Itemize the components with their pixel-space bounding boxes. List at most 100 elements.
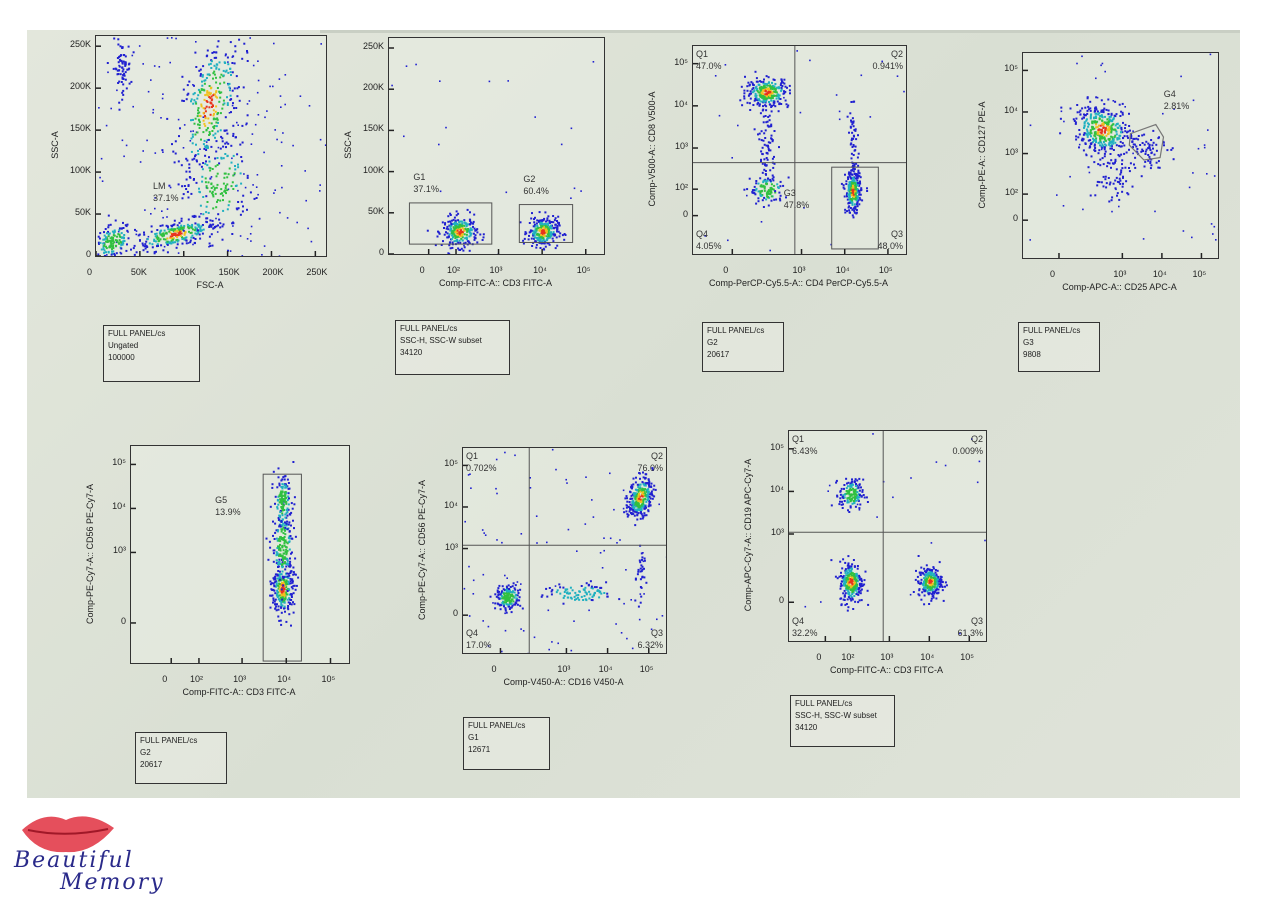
population-info-box[interactable]: FULL PANEL/cs G3 9808 <box>1018 322 1100 372</box>
event-dot <box>148 242 151 245</box>
scatter-plot-6[interactable]: Q1 0.702% Q2 76.0% Q3 6.32% Q4 17.0% <box>462 447 667 654</box>
event-dot <box>153 240 156 242</box>
population-info-box[interactable]: FULL PANEL/cs G1 12671 <box>463 717 550 770</box>
event-dot <box>1089 114 1092 117</box>
scatter-plot-5[interactable]: G5 13.9% <box>130 445 350 664</box>
event-dot <box>214 187 216 190</box>
event-dot <box>846 564 849 567</box>
event-dot <box>620 632 623 634</box>
event-dot <box>167 228 170 231</box>
event-dot <box>510 606 513 609</box>
event-dot <box>584 523 587 525</box>
event-dot <box>1212 233 1214 235</box>
event-dot <box>170 239 173 242</box>
event-dot <box>647 493 650 496</box>
scatter-plot-3[interactable]: Q1 47.0% Q2 0.941% Q3 48.0% Q4 4.05% G3 47.8% <box>692 45 907 255</box>
event-dot <box>482 620 484 622</box>
event-dot <box>277 587 280 590</box>
event-dot <box>1143 133 1146 136</box>
event-dot <box>283 540 286 543</box>
event-dot <box>162 93 164 95</box>
event-dot <box>293 496 296 499</box>
event-dot <box>193 216 196 218</box>
event-dot <box>452 236 454 239</box>
scatter-plot-2[interactable]: G1 37.1% G2 60.4% <box>388 37 605 255</box>
event-dot <box>170 242 173 245</box>
event-dot <box>233 62 236 65</box>
event-dot <box>643 514 646 517</box>
event-dot <box>470 487 472 489</box>
event-dot <box>860 187 863 190</box>
event-dot <box>638 483 641 486</box>
event-dot <box>849 573 852 575</box>
event-dot <box>291 581 294 584</box>
event-dot <box>854 128 857 131</box>
event-dot <box>194 155 196 158</box>
event-dot <box>202 65 205 68</box>
event-dot <box>287 508 290 511</box>
event-dot <box>278 494 281 497</box>
event-dot <box>859 180 861 183</box>
event-dot <box>470 221 472 224</box>
event-dot <box>222 157 225 160</box>
event-dot <box>188 166 191 169</box>
event-dot <box>124 71 127 74</box>
event-dot <box>845 587 848 590</box>
event-dot <box>203 98 206 101</box>
event-dot <box>1215 239 1217 241</box>
event-dot <box>1149 162 1152 164</box>
event-dot <box>848 565 851 568</box>
event-dot <box>1099 137 1102 140</box>
event-dot <box>283 605 286 608</box>
event-dot <box>282 499 285 501</box>
event-dot <box>273 42 275 45</box>
scatter-plot-7[interactable]: Q1 6.43% Q2 0.009% Q3 61.3% Q4 32.2% <box>788 430 987 642</box>
population-info-box[interactable]: FULL PANEL/cs G2 20617 <box>135 732 227 784</box>
event-dot <box>505 598 508 601</box>
event-dot <box>639 490 642 493</box>
event-dot <box>278 590 281 593</box>
event-dot <box>506 593 509 596</box>
event-dot <box>284 557 287 560</box>
event-dot <box>1100 131 1103 134</box>
event-dot <box>1106 125 1109 128</box>
event-dot <box>583 595 586 597</box>
event-dot <box>280 623 283 626</box>
event-dot <box>859 585 862 588</box>
event-dot <box>278 484 281 487</box>
scatter-plot-4[interactable]: G4 2.81% <box>1022 52 1219 259</box>
event-dot <box>186 84 189 87</box>
population-info-box[interactable]: FULL PANEL/cs Ungated 100000 <box>103 325 200 382</box>
population-info-box[interactable]: FULL PANEL/cs G2 20617 <box>702 322 784 372</box>
event-dot <box>168 184 171 187</box>
event-dot <box>221 225 224 228</box>
event-dot <box>516 594 519 597</box>
event-dot <box>142 150 144 152</box>
event-dot <box>850 186 853 189</box>
event-dot <box>763 196 766 199</box>
event-dot <box>861 199 864 202</box>
event-dot <box>634 488 637 491</box>
event-dot <box>182 229 185 232</box>
event-dot <box>863 496 866 499</box>
event-dot <box>185 236 188 239</box>
event-dot <box>769 95 772 98</box>
event-dot <box>637 570 640 573</box>
event-dot <box>281 596 284 599</box>
event-dot <box>1113 128 1115 131</box>
event-dot <box>1099 158 1102 161</box>
population-info-box[interactable]: FULL PANEL/cs SSC-H, SSC-W subset 34120 <box>395 320 510 375</box>
event-dot <box>1089 100 1092 103</box>
event-dot <box>1091 122 1094 125</box>
event-dot <box>760 160 762 163</box>
event-dot <box>630 507 633 510</box>
event-dot <box>858 576 861 579</box>
event-dot <box>151 243 154 246</box>
event-dot <box>854 578 857 581</box>
event-dot <box>1207 129 1209 131</box>
event-dot <box>283 601 286 604</box>
event-dot <box>499 593 502 596</box>
event-dot <box>544 245 547 248</box>
scatter-plot-1[interactable]: LM 37.1% <box>95 35 327 257</box>
event-dot <box>851 181 854 184</box>
